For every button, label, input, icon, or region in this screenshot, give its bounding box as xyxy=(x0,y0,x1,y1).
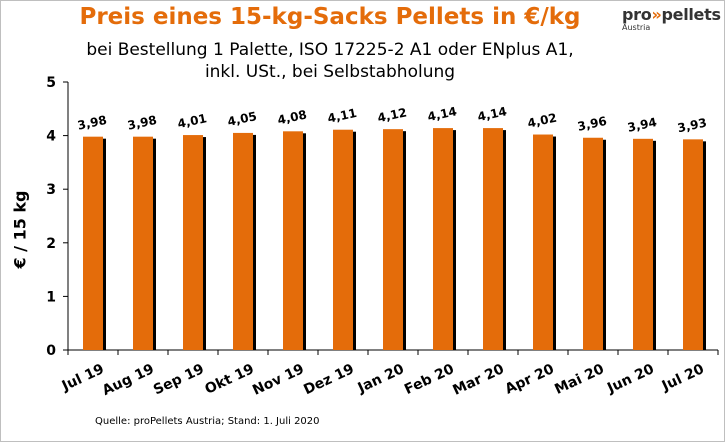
bar xyxy=(333,129,353,350)
y-tick-label: 2 xyxy=(46,236,56,252)
data-label: 4,02 xyxy=(526,111,558,131)
y-tick-label: 1 xyxy=(46,289,56,305)
x-tick-label: Okt 19 xyxy=(203,361,257,398)
propellets-logo: pro»pellets Austria xyxy=(622,5,721,32)
data-label: 4,11 xyxy=(326,106,358,126)
bar xyxy=(383,129,403,350)
chart-title: Preis eines 15-kg-Sacks Pellets in €/kg xyxy=(79,4,581,30)
x-tick-label: Jun 20 xyxy=(604,361,657,397)
bar xyxy=(283,131,303,350)
bar xyxy=(683,139,703,350)
y-tick-label: 4 xyxy=(46,129,56,145)
bar xyxy=(233,132,253,350)
data-label: 3,98 xyxy=(126,113,158,133)
x-tick-label: Jul 20 xyxy=(659,361,707,395)
logo-arrows: » xyxy=(651,5,662,24)
data-label: 3,96 xyxy=(576,114,608,134)
bar xyxy=(583,137,603,350)
logo-wordmark: pro»pellets xyxy=(622,5,721,24)
x-tick-label: Jan 20 xyxy=(355,361,407,397)
bar xyxy=(183,135,203,350)
data-label: 3,94 xyxy=(626,115,658,135)
bar xyxy=(133,136,153,350)
x-tick-label: Apr 20 xyxy=(503,361,557,398)
bar xyxy=(633,138,653,350)
x-tick-label: Feb 20 xyxy=(402,361,457,398)
bar xyxy=(83,136,103,350)
bar xyxy=(433,128,453,350)
data-label: 3,93 xyxy=(676,116,708,136)
data-label: 4,01 xyxy=(176,111,208,131)
y-tick-label: 0 xyxy=(46,343,56,359)
source-note: Quelle: proPellets Austria; Stand: 1. Ju… xyxy=(95,416,320,427)
chart-subtitle-line-2: inkl. USt., bei Selbstabholung xyxy=(204,62,456,82)
chart-subtitle-line-1: bei Bestellung 1 Palette, ISO 17225-2 A1… xyxy=(86,40,574,60)
x-tick-label: Mar 20 xyxy=(450,361,507,399)
x-tick-label: Mai 20 xyxy=(552,361,607,398)
y-tick-label: 3 xyxy=(46,182,56,198)
logo-subtext: Austria xyxy=(622,23,651,32)
data-label: 4,08 xyxy=(276,107,308,127)
data-label: 4,14 xyxy=(426,104,458,124)
x-tick-label: Aug 19 xyxy=(100,361,157,399)
data-label: 4,05 xyxy=(226,109,258,129)
x-tick-label: Jul 19 xyxy=(59,361,107,395)
bar xyxy=(483,128,503,350)
logo-pro: pro xyxy=(622,5,652,24)
logo-pellets: pellets xyxy=(661,5,721,24)
data-label: 3,98 xyxy=(76,113,108,133)
data-label: 4,12 xyxy=(376,105,408,125)
x-tick-label: Nov 19 xyxy=(250,361,306,399)
x-tick-label: Dez 19 xyxy=(301,361,356,398)
bar xyxy=(533,134,553,350)
x-tick-label: Sep 19 xyxy=(151,361,207,398)
data-label: 4,14 xyxy=(476,104,508,124)
y-tick-label: 5 xyxy=(46,75,56,91)
